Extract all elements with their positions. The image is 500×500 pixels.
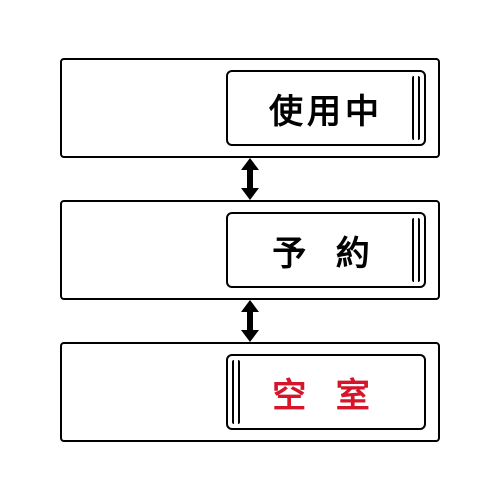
sign-panel-vacant: 空 室 bbox=[60, 342, 440, 442]
sign-panel-in-use: 使用中 bbox=[60, 58, 440, 158]
double-arrow-icon bbox=[239, 158, 261, 200]
slot-rail bbox=[232, 360, 240, 424]
slider-slot: 予 約 bbox=[226, 212, 426, 288]
state-arrow bbox=[239, 158, 261, 200]
slot-rail bbox=[412, 76, 420, 140]
sign-label-vacant: 空 室 bbox=[272, 368, 379, 417]
state-arrow bbox=[239, 300, 261, 342]
sign-panel-reserved: 予 約 bbox=[60, 200, 440, 300]
slot-rail bbox=[412, 218, 420, 282]
slider-slot: 使用中 bbox=[226, 70, 426, 146]
sign-label-reserved: 予 約 bbox=[272, 226, 379, 275]
sign-label-in-use: 使用中 bbox=[269, 84, 383, 133]
double-arrow-icon bbox=[239, 300, 261, 342]
slider-slot: 空 室 bbox=[226, 354, 426, 430]
